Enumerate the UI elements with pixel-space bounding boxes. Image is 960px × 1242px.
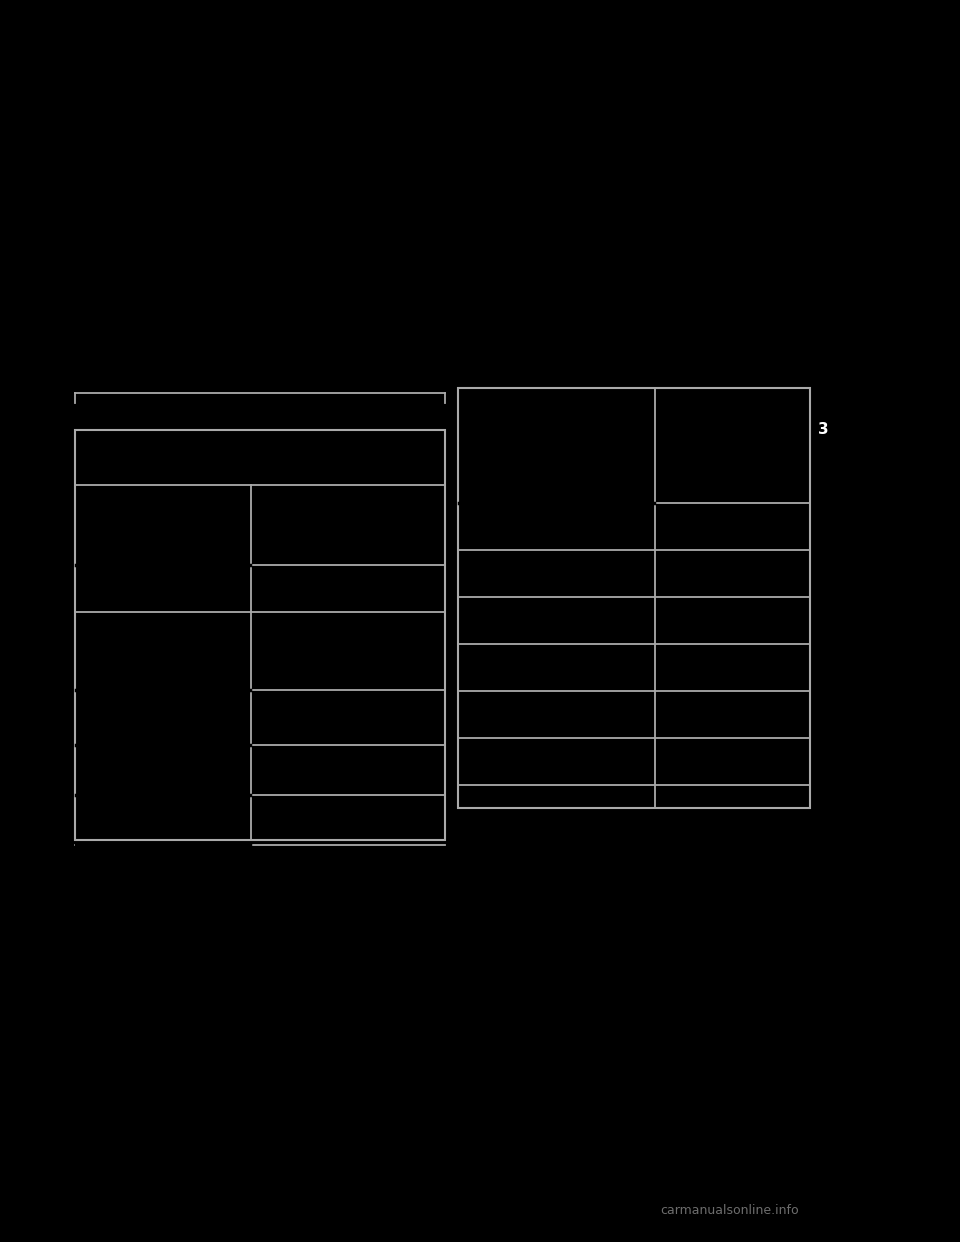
Text: 3: 3 [818,422,828,437]
Bar [75,430,445,840]
Bar [458,388,810,809]
Text: carmanualsonline.info: carmanualsonline.info [660,1203,800,1216]
